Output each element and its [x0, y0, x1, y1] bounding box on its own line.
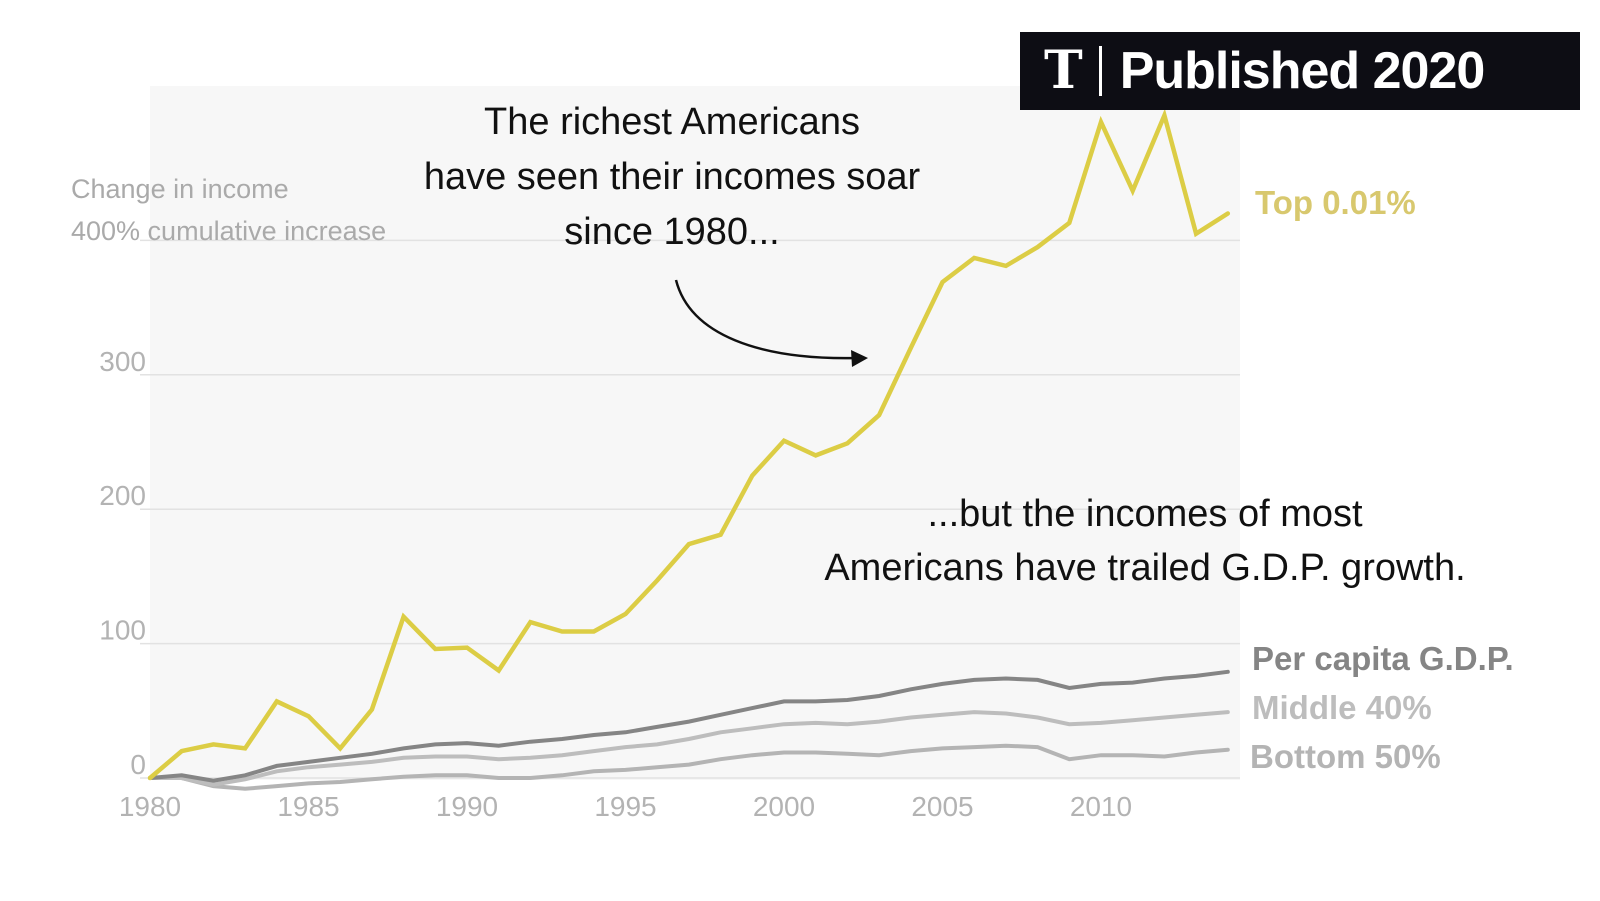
series-lines	[147, 108, 1231, 791]
published-badge: T Published 2020	[1020, 32, 1580, 110]
y-tick-label: 100	[99, 615, 146, 646]
annotation-top-line-3: since 1980...	[564, 211, 779, 253]
y-axis-label: Change in income 400% cumulative increas…	[71, 174, 386, 246]
x-tick-label: 1990	[436, 791, 498, 822]
y-axis-label-line-2: 400% cumulative increase	[71, 216, 386, 246]
series-label-top: Top 0.01%	[1255, 184, 1416, 221]
x-tick-label: 1980	[119, 791, 181, 822]
series-line-gdp	[148, 669, 1230, 783]
annotation-bottom-line-1: ...but the incomes of most	[927, 493, 1363, 535]
series-line-bottom	[148, 743, 1230, 791]
x-tick-label: 2010	[1070, 791, 1132, 822]
grid-lines	[140, 239, 1240, 779]
annotation-top-line-2: have seen their incomes soar	[424, 156, 921, 198]
series-label-bottom: Bottom 50%	[1250, 738, 1441, 775]
x-tick-label: 1995	[594, 791, 656, 822]
annotation-top-line-1: The richest Americans	[484, 101, 860, 143]
series-label-middle: Middle 40%	[1252, 689, 1432, 726]
series-line-middle	[148, 710, 1230, 787]
x-tick-label: 2000	[753, 791, 815, 822]
series-labels: Top 0.01% Per capita G.D.P. Middle 40% Bott…	[1250, 184, 1514, 775]
annotation-bottom: ...but the incomes of most Americans hav…	[824, 493, 1465, 589]
badge-divider	[1098, 46, 1102, 96]
x-tick-label: 2005	[911, 791, 973, 822]
series-line-top	[147, 108, 1231, 781]
y-axis-ticks: 0 100 200 300	[99, 346, 146, 780]
annotation-bottom-line-2: Americans have trailed G.D.P. growth.	[824, 547, 1465, 589]
annotation-arrow-head	[851, 350, 868, 367]
nyt-logo-icon: T	[1044, 40, 1083, 101]
series-label-gdp: Per capita G.D.P.	[1252, 640, 1514, 677]
y-axis-label-line-1: Change in income	[71, 174, 289, 204]
y-tick-label: 200	[99, 480, 146, 511]
y-tick-label: 300	[99, 346, 146, 377]
x-tick-label: 1985	[277, 791, 339, 822]
annotation-arrow	[674, 279, 857, 360]
x-axis-ticks: 1980 1985 1990 1995 2000 2005 2010	[119, 791, 1132, 822]
annotation-top: The richest Americans have seen their in…	[424, 101, 921, 367]
plot-background	[150, 86, 1240, 780]
published-date: Published 2020	[1119, 42, 1486, 100]
y-tick-label: 0	[130, 749, 146, 780]
